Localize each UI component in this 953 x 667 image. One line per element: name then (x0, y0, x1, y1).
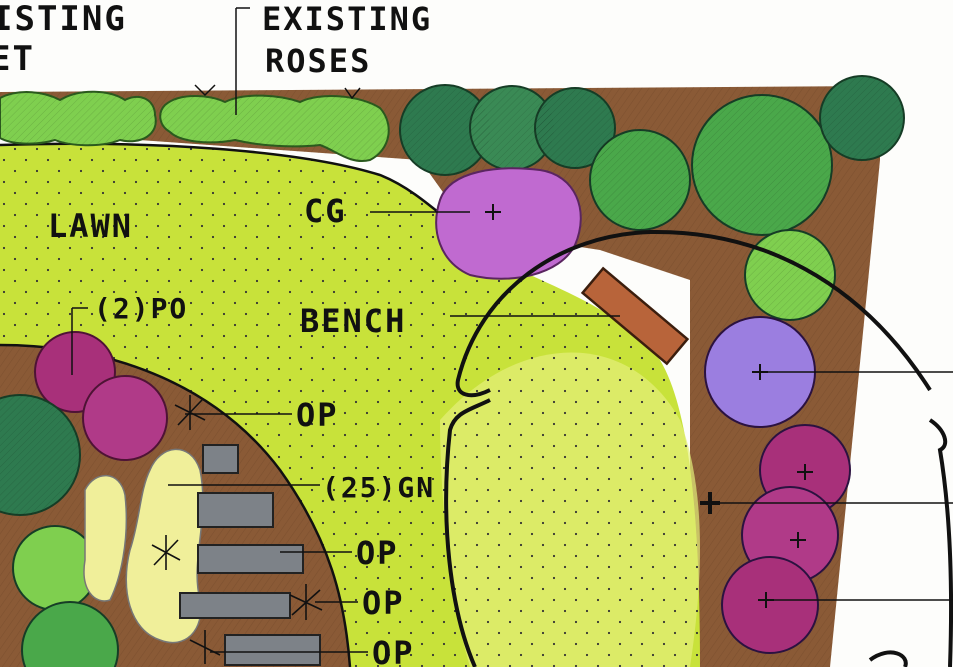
po-plants (34, 331, 168, 461)
leader-lines (71, 7, 953, 653)
op-plant-1 (174, 395, 206, 430)
stepping-stones (179, 444, 321, 666)
bench (580, 266, 690, 366)
label-lawn: LAWN (48, 207, 133, 245)
label-op-1: OP (296, 396, 339, 434)
circle-outline (444, 229, 953, 667)
label-op-4: OP (372, 634, 415, 667)
label-gn: (25)GN (322, 471, 435, 504)
existing-hedge (0, 90, 390, 162)
label-existing-left-top: ISTING (0, 0, 127, 39)
op-plants (151, 395, 323, 664)
label-op-2: OP (356, 534, 399, 572)
label-existing-roses-1: EXISTING (262, 0, 432, 38)
label-existing-left-bottom: ET (0, 39, 35, 79)
plan-labels: ISTING ET EXISTING ROSES LAWN CG (2)PO B… (0, 0, 435, 667)
cg-plant (435, 167, 582, 280)
left-evergreen (0, 394, 119, 667)
label-bench: BENCH (300, 302, 406, 340)
label-cg: CG (304, 192, 347, 230)
op-plant-2 (151, 535, 181, 570)
label-existing-roses-2: ROSES (265, 42, 371, 80)
evergreen-cluster-texture (400, 76, 904, 320)
op-plant-3 (289, 584, 323, 620)
label-po: (2)PO (94, 292, 188, 325)
label-op-3: OP (362, 584, 405, 622)
